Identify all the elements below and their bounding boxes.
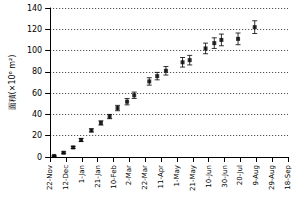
- svg-text:2-Mar: 2-Mar: [125, 165, 133, 185]
- svg-text:10-Feb: 10-Feb: [110, 164, 118, 188]
- svg-text:18-Sep: 18-Sep: [284, 164, 292, 189]
- svg-text:11-Apr: 11-Apr: [157, 165, 165, 189]
- svg-text:10-Jun: 10-Jun: [205, 165, 213, 188]
- svg-text:29-Aug: 29-Aug: [268, 165, 276, 190]
- svg-text:22-Nov: 22-Nov: [46, 165, 54, 190]
- svg-text:面積(×10⁶ m²): 面積(×10⁶ m²): [8, 55, 17, 111]
- svg-text:100: 100: [27, 46, 42, 55]
- svg-text:120: 120: [27, 25, 42, 34]
- svg-text:140: 140: [27, 4, 42, 13]
- svg-text:30-Jun: 30-Jun: [221, 165, 229, 188]
- svg-text:9-Aug: 9-Aug: [252, 165, 260, 186]
- svg-text:20: 20: [32, 131, 42, 140]
- svg-text:21-Jan: 21-Jan: [94, 165, 102, 188]
- svg-text:80: 80: [32, 67, 42, 76]
- svg-text:12-Dec: 12-Dec: [62, 165, 70, 190]
- svg-text:1-Jan: 1-Jan: [78, 165, 86, 183]
- svg-text:60: 60: [32, 89, 42, 98]
- svg-text:40: 40: [32, 110, 42, 119]
- svg-text:0: 0: [37, 153, 42, 162]
- svg-text:1-May: 1-May: [173, 165, 181, 186]
- svg-text:21-May: 21-May: [189, 165, 197, 191]
- svg-text:22-Mar: 22-Mar: [141, 165, 149, 190]
- svg-text:20-Jul: 20-Jul: [236, 165, 244, 185]
